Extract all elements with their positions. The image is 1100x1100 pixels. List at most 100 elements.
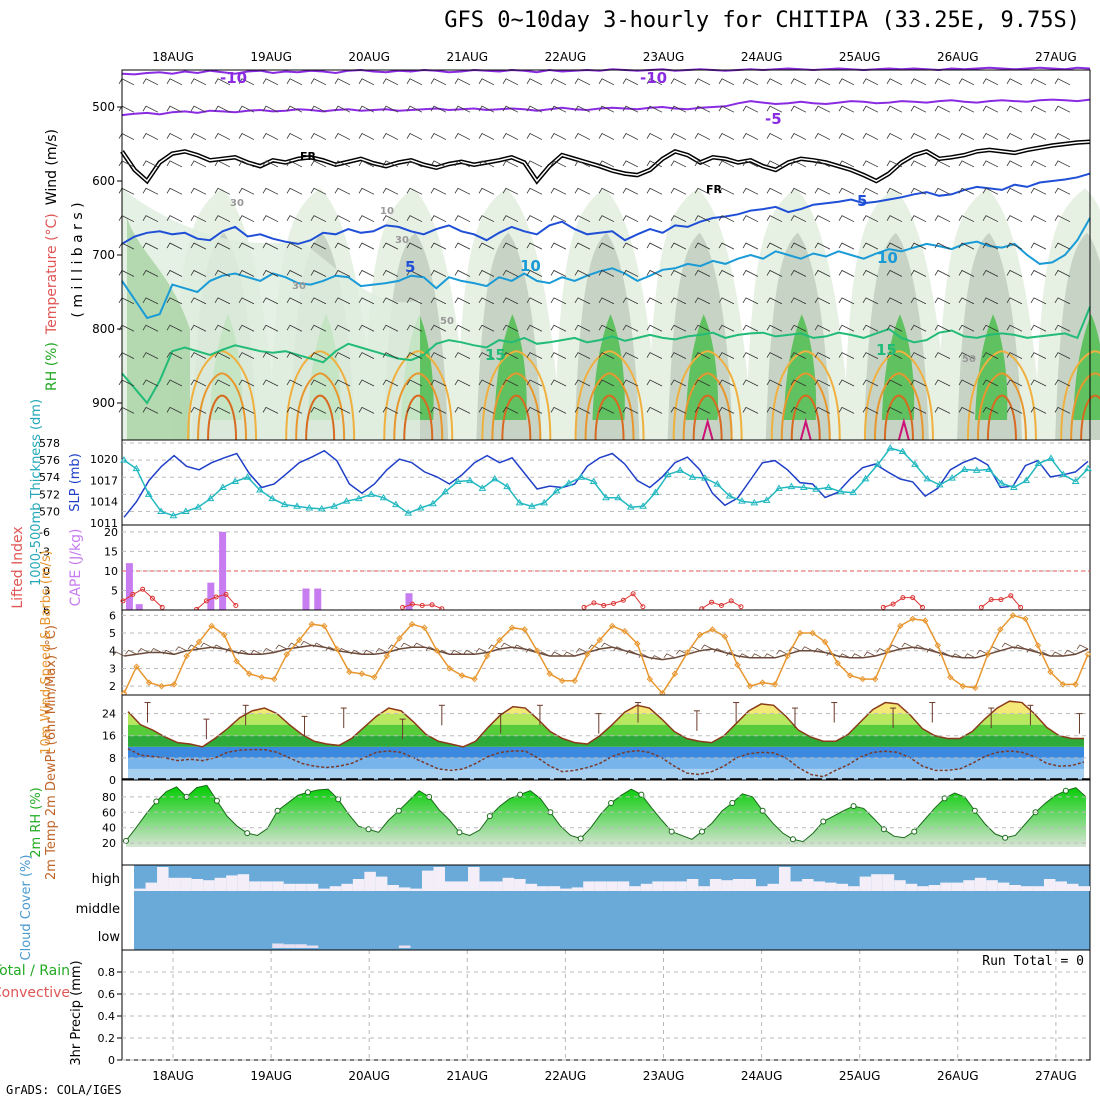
wind-barb [886,187,903,195]
wind-barb [166,352,183,359]
wind-marker [271,675,278,683]
wind-barb [382,133,399,140]
wind-barb [214,269,231,277]
li-marker [400,604,406,610]
wind-barb [1030,379,1047,387]
y-tick-label: 900 [92,396,115,410]
freezing-line-inner [121,141,1091,183]
warm-isotherm [187,350,258,441]
thickness-marker [700,474,709,481]
thickness-marker [466,476,474,484]
wind-barb [358,160,375,168]
wind-barb-10m [112,651,125,657]
wind-marker [796,629,804,637]
wind-barb [286,105,303,113]
wind-marker [371,674,378,681]
wind-barb [502,352,519,359]
wind-barb [862,133,879,140]
wind-barb [478,105,495,113]
wind-barb [646,324,663,332]
thickness-marker [750,498,759,506]
wind-barb [838,105,855,113]
wind-barb [982,160,999,168]
wind-barb [214,215,231,223]
li-marker [159,604,165,610]
wind-barb-10m [826,651,838,657]
wind-barb [502,379,519,387]
wind-barb [286,406,303,414]
wind-barb [214,242,231,250]
thickness-marker [725,492,734,499]
rh-band-dark [592,314,625,420]
warm-isotherm [584,372,635,441]
barb-baseline [123,644,1089,661]
wind-marker [846,672,854,679]
wind-barb [766,133,783,140]
wind-barb [358,379,375,387]
wind-barb [526,133,543,140]
wind-barb [1054,78,1071,86]
wind-marker [734,661,741,669]
wind-barb-10m [475,647,488,653]
thickness-marker [404,509,413,516]
wind-barb [622,406,639,414]
rh-tick-label: 40 [102,822,116,835]
y-tick-label: 600 [92,174,115,188]
wind-barb [286,133,303,140]
contour-label: 15 [876,341,897,359]
wind-barb-10m [776,649,788,655]
wind-barb [718,78,735,86]
wind-barb-10m [888,644,901,650]
wind-barb [790,133,807,140]
wind-barb [574,133,591,140]
high-cloud-bar [836,883,849,891]
wind-barb [430,324,447,332]
wind-marker [771,681,779,688]
wind-barb [142,78,159,86]
high-cloud-bar [629,886,641,891]
ylabel-part: RH (%) [44,342,60,391]
wind-barb [958,105,975,113]
wind-barb [814,133,831,140]
wind-barb [190,352,207,359]
slp-ylabel: SLP (mb) [68,453,83,512]
wind-barb-10m [488,644,500,650]
wind-barb [478,324,495,332]
wind-barb [1054,297,1071,305]
wind-barb-10m [237,649,250,655]
date-label-top: 18AUG [152,50,194,64]
panel-frame [121,524,1091,611]
li-line [196,593,237,610]
high-cloud-bar [594,881,607,891]
wind-marker [333,645,341,653]
wind-marker [496,636,503,644]
rh-marker [668,828,675,835]
wind-barb [1006,105,1023,113]
date-label-top: 24AUG [741,50,783,64]
cape-tick-label: 5 [111,584,118,597]
thickness-marker [1022,476,1031,484]
li-marker [738,604,744,610]
wind-barb [646,269,663,277]
precip-tick-label: 0 [108,1054,115,1067]
wind-barb [478,352,495,359]
wind-marker [1084,651,1092,658]
cape-bar [125,563,133,610]
high-cloud-bar [640,883,653,891]
rh-marker [244,830,251,837]
high-cloud-bar [917,886,929,891]
warm-isotherm [780,372,831,441]
thickness-marker [824,483,833,490]
temp-line [127,700,1084,748]
wind-barb [622,215,639,223]
li-marker [611,601,616,606]
wind-barb [406,105,423,113]
wind-barb [406,133,423,140]
wind-barb [550,297,567,305]
li-marker [213,594,219,600]
rh-region-early [122,188,420,440]
cape-tick-label: 10 [104,565,118,578]
wind-barb [886,324,903,332]
wind-barb-10m [1039,651,1051,657]
li-marker [728,598,734,604]
